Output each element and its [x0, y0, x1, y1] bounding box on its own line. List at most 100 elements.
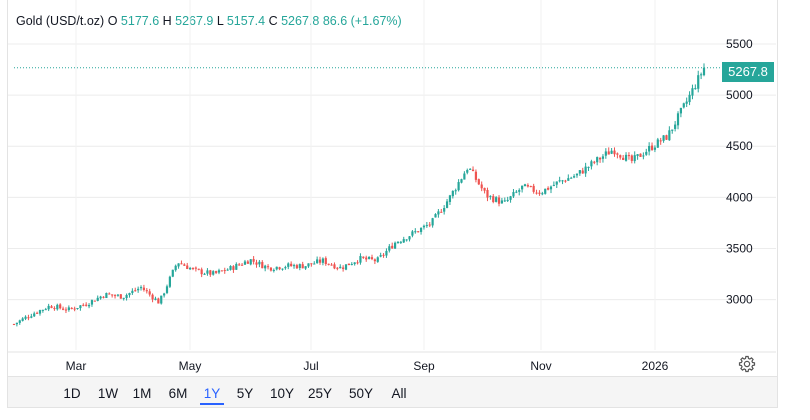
candle-body: [480, 184, 483, 189]
candle-body: [243, 261, 247, 265]
chart-frame: [7, 0, 778, 377]
candle-body: [342, 267, 345, 269]
candle-body: [425, 225, 428, 227]
candle-body: [301, 264, 304, 269]
candle-body: [275, 266, 278, 270]
candle-body: [604, 151, 607, 156]
range-button-1w[interactable]: 1W: [97, 386, 119, 401]
candle-body: [492, 196, 495, 203]
candle-body: [500, 200, 504, 204]
candle-body: [229, 265, 232, 270]
candle-body: [76, 308, 79, 310]
range-selector: 1D 1W 1M 6M 1Y 5Y 10Y 25Y 50Y All: [7, 377, 778, 408]
candle-body: [15, 322, 18, 325]
candle-body: [653, 147, 657, 150]
candle-body: [258, 261, 261, 265]
candle-body: [622, 157, 625, 160]
range-button-10y[interactable]: 10Y: [269, 386, 295, 401]
candle-body: [35, 312, 39, 314]
range-button-6m[interactable]: 6M: [168, 386, 188, 401]
range-button-25y[interactable]: 25Y: [307, 386, 333, 401]
candle-body: [356, 262, 359, 264]
price-chart[interactable]: 3000 3500 4000 4500 5000 5500 Mar May Jul Sep Nov 2…: [0, 0, 810, 376]
candle-body: [350, 264, 353, 266]
candle-body: [177, 263, 180, 267]
candle-body: [148, 291, 151, 295]
candle-body: [261, 262, 264, 269]
candle-body: [431, 218, 434, 226]
candle-body: [85, 304, 88, 306]
ohlc-header: Gold (USD/t.oz) O 5177.6 H 5267.9 L 5157…: [16, 14, 402, 28]
candle-body: [163, 293, 166, 296]
candle-body: [584, 166, 587, 174]
candle-body: [30, 316, 33, 318]
candle-body: [53, 308, 56, 310]
candle-body: [396, 241, 400, 244]
candle-body: [64, 309, 68, 311]
candle-body: [552, 184, 555, 186]
candle-body: [656, 139, 659, 148]
candle-body: [12, 324, 16, 326]
candle-body: [99, 296, 102, 299]
candle-body: [561, 180, 564, 182]
range-button-1d[interactable]: 1D: [63, 386, 81, 401]
candle-body: [292, 265, 296, 267]
candle-body: [567, 178, 570, 181]
candle-body: [41, 309, 44, 311]
candle-body: [422, 225, 426, 228]
candle-body: [460, 179, 463, 183]
candle-body: [318, 259, 322, 263]
candle-body: [122, 297, 125, 299]
candle-body: [73, 308, 76, 310]
range-button-1y[interactable]: 1Y: [200, 377, 224, 405]
candle-body: [685, 101, 688, 104]
candle-body: [402, 239, 405, 243]
range-button-5y[interactable]: 5Y: [236, 386, 254, 401]
candle-body: [111, 294, 114, 296]
candle-body: [437, 211, 440, 215]
range-button-50y[interactable]: 50Y: [348, 386, 374, 401]
candle-body: [137, 288, 140, 291]
candle-body: [125, 294, 128, 299]
candle-body: [405, 239, 408, 241]
candle-body: [47, 305, 50, 310]
candle-body: [252, 259, 255, 262]
candle-body: [226, 269, 229, 271]
candle-body: [521, 185, 524, 190]
candle-body: [131, 290, 134, 294]
candle-body: [235, 263, 238, 270]
candle-body: [518, 190, 521, 192]
candle-body: [298, 264, 301, 268]
candle-body: [327, 263, 330, 265]
candle-body: [633, 155, 636, 162]
candle-body: [636, 154, 639, 157]
range-button-1m[interactable]: 1M: [132, 386, 152, 401]
candle-body: [304, 266, 307, 269]
candle-body: [191, 267, 195, 269]
candle-body: [142, 287, 146, 291]
x-tick-label: Sep: [413, 359, 435, 373]
candle-body: [526, 185, 529, 187]
candle-body: [105, 293, 108, 299]
candle-body: [529, 186, 532, 188]
candle-body: [18, 320, 21, 323]
candle-body: [189, 267, 192, 270]
range-button-all[interactable]: All: [391, 386, 407, 401]
candle-body: [419, 227, 423, 232]
y-tick-label: 3500: [726, 241, 753, 255]
candle-body: [676, 113, 680, 126]
candle-body: [428, 224, 431, 226]
candle-body: [575, 173, 579, 176]
candle-body: [21, 318, 24, 321]
candle-body: [232, 266, 235, 270]
candle-body: [90, 300, 94, 305]
candle-body: [391, 245, 394, 249]
gear-icon[interactable]: [738, 355, 756, 373]
candle-body: [281, 268, 284, 270]
candle-body: [379, 255, 382, 257]
symbol-name: Gold (USD/t.oz): [16, 14, 105, 28]
candle-body: [443, 208, 446, 212]
candle-body: [506, 199, 509, 201]
candle-body: [157, 298, 160, 304]
candle-body: [581, 170, 584, 174]
